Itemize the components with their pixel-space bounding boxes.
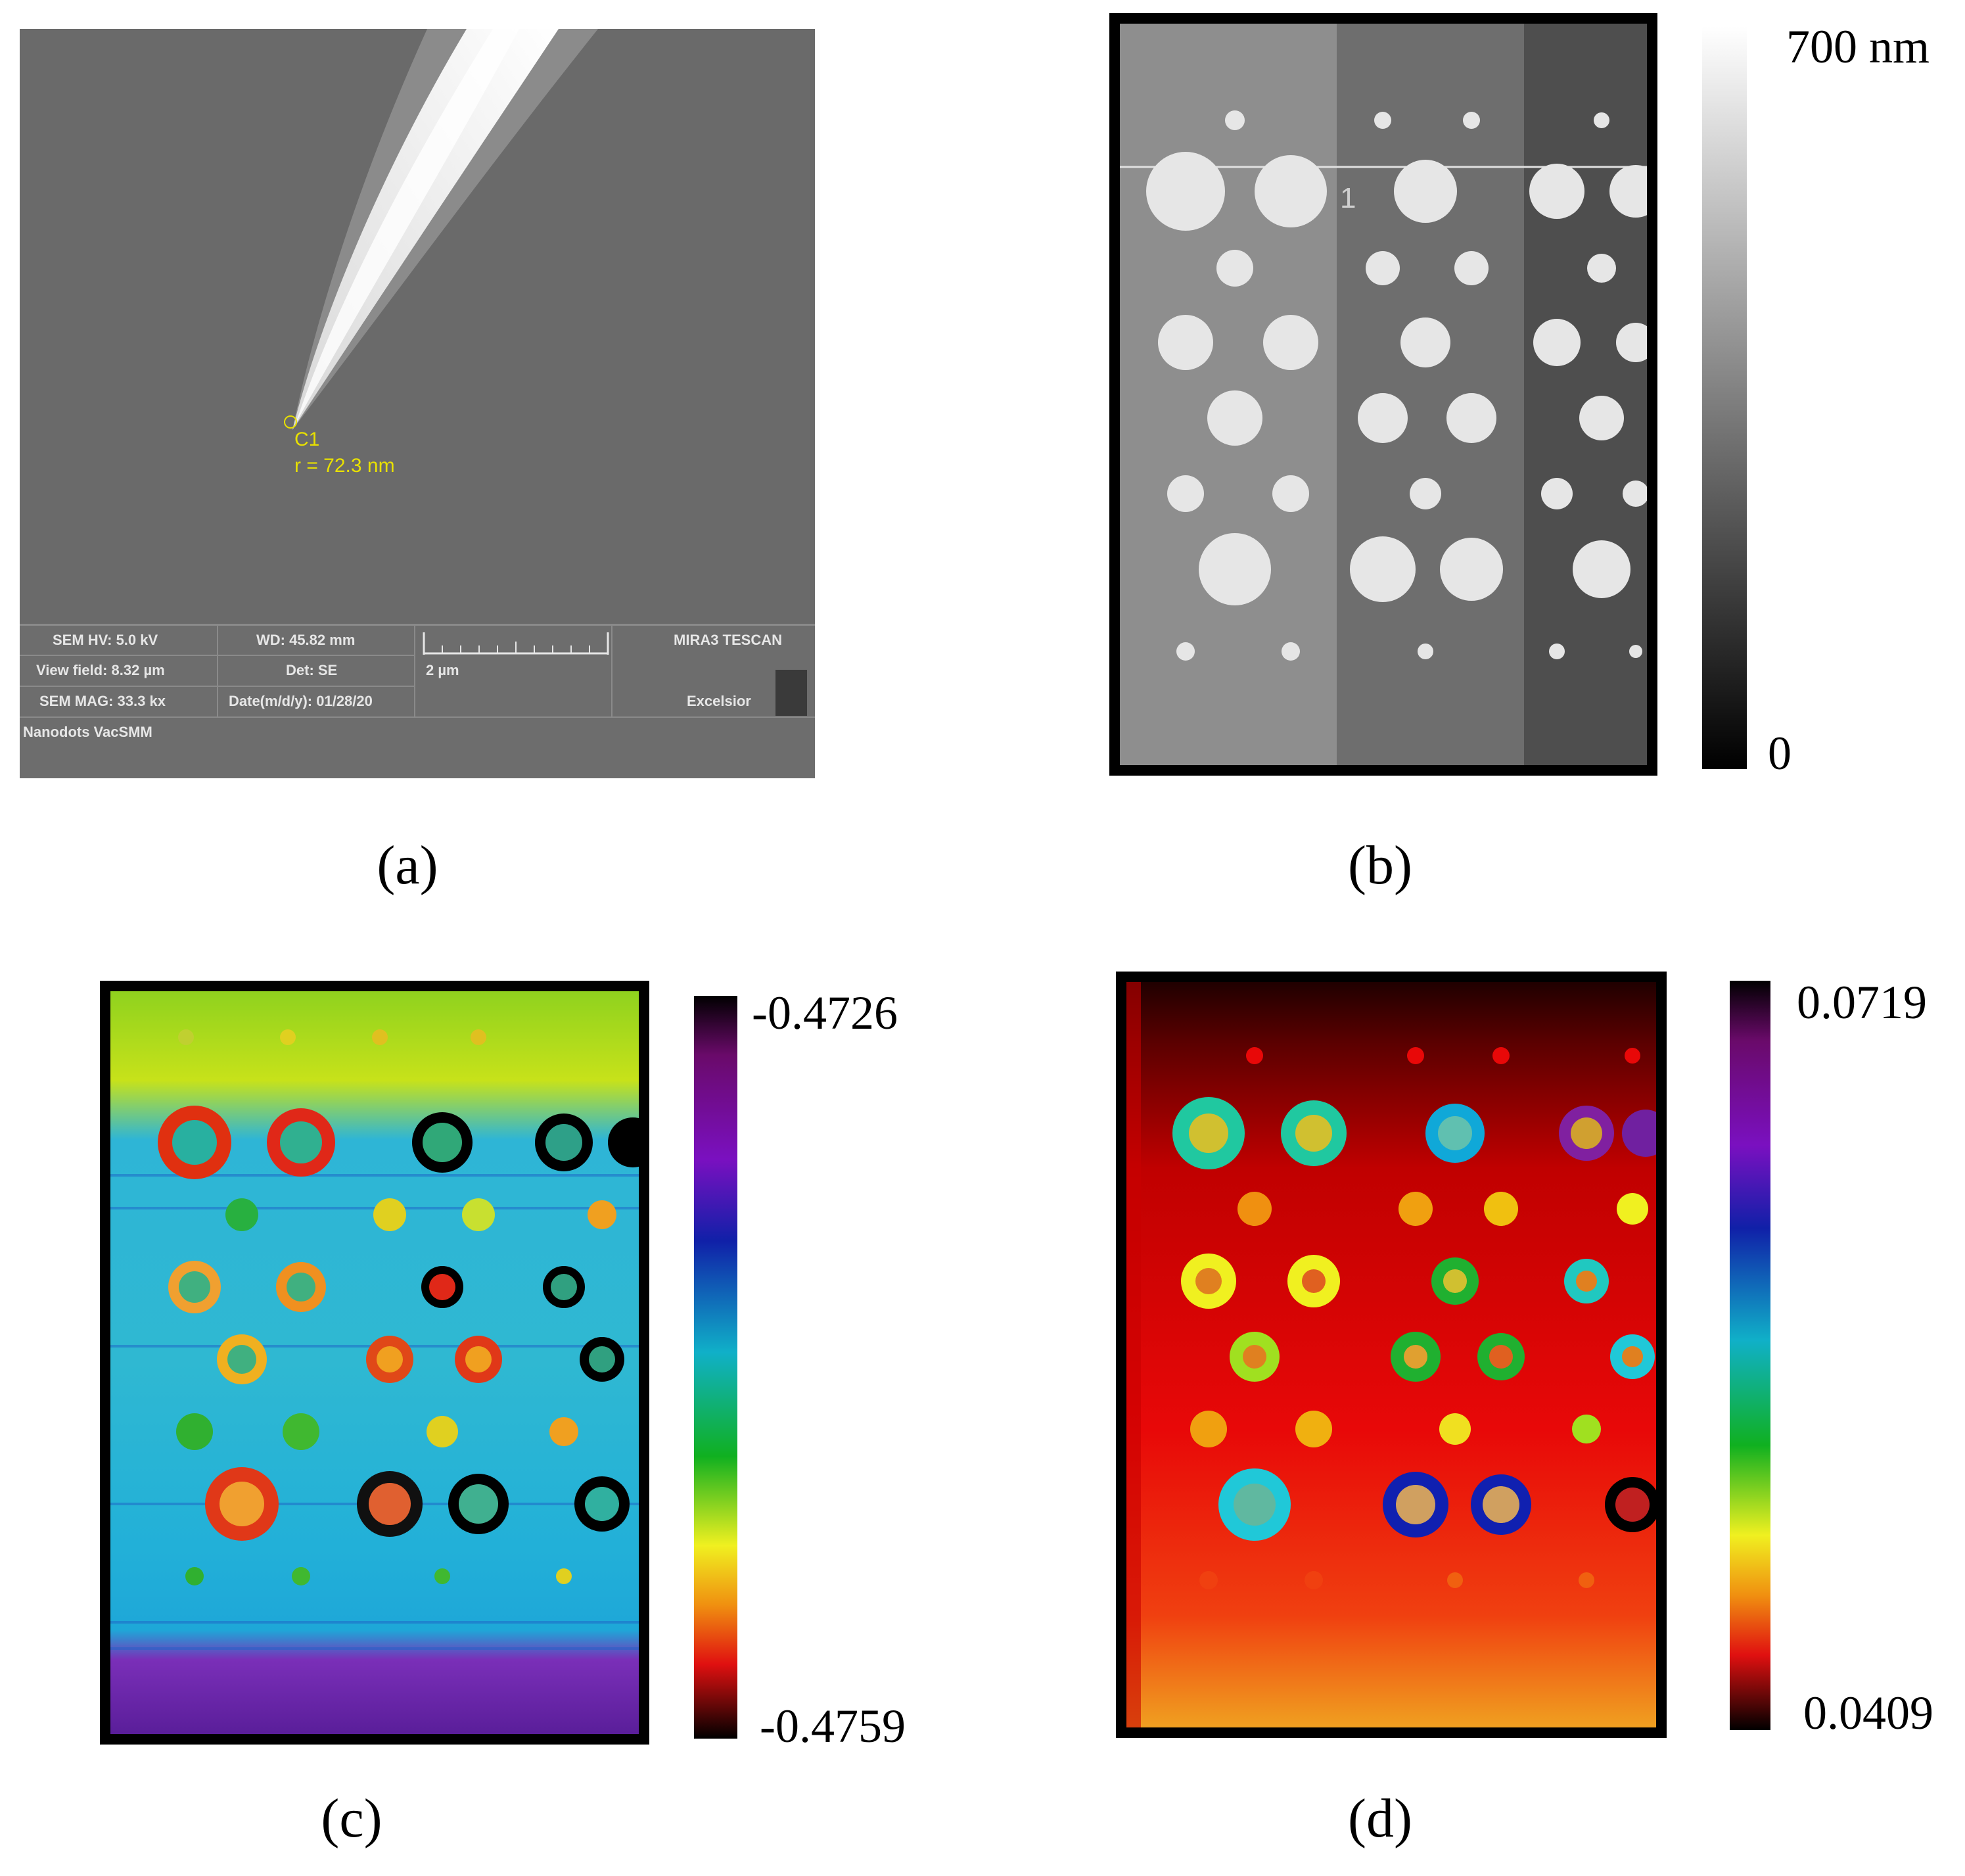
sem-scale-label: 2 µm	[426, 662, 459, 678]
sem-brand: MIRA3 TESCAN	[674, 632, 783, 648]
topography-colorbar	[1702, 26, 1747, 769]
tip-radius-label: r = 72.3 nm	[294, 455, 395, 477]
sem-hv: SEM HV: 5.0 kV	[53, 632, 158, 648]
topography-colorbar-min: 0	[1768, 727, 1792, 780]
sem-image: C1 r = 72.3 nm SEM HV: 5.0 kV WD: 45.82 …	[20, 29, 815, 778]
topography-map: 1	[1120, 24, 1647, 765]
caption-d: (d)	[1348, 1788, 1412, 1849]
caption-b: (b)	[1348, 835, 1412, 896]
phase-map-c	[100, 981, 649, 1745]
phase-map-c-image	[110, 991, 639, 1734]
phase-colorbar-c-max: -0.4726	[752, 987, 898, 1039]
sem-wd: WD: 45.82 mm	[256, 632, 356, 648]
phase-colorbar-d-min: 0.0409	[1803, 1687, 1933, 1739]
phase-colorbar-c-min: -0.4759	[760, 1700, 906, 1752]
profile-marker: 1	[1340, 182, 1356, 214]
phase-colorbar-d	[1730, 981, 1770, 1730]
phase-colorbar-d-max: 0.0719	[1797, 976, 1927, 1029]
topography-colorbar-max: 700 nm	[1786, 20, 1930, 73]
sem-info-bar: SEM HV: 5.0 kV WD: 45.82 mm View field: …	[20, 624, 815, 778]
tip-marker-label: C1	[294, 429, 320, 450]
phase-colorbar-c	[694, 996, 737, 1739]
caption-c: (c)	[321, 1788, 382, 1849]
afm-topography-image: 1	[1109, 13, 1657, 776]
sem-detector: Det: SE	[286, 662, 338, 678]
sem-sample-name: Nanodots VacSMM	[23, 724, 152, 740]
sem-date: Date(m/d/y): 01/28/20	[229, 693, 373, 709]
phase-map-d-image	[1126, 982, 1656, 1727]
sem-brand-model: Excelsior	[687, 693, 751, 709]
sem-magnification: SEM MAG: 33.3 kx	[39, 693, 166, 709]
sem-view-field: View field: 8.32 µm	[36, 662, 165, 678]
caption-a: (a)	[377, 835, 438, 896]
sem-scale-ruler	[423, 632, 609, 655]
afm-tip-image	[284, 29, 598, 430]
phase-map-d	[1116, 972, 1667, 1738]
sem-logo	[775, 670, 807, 716]
